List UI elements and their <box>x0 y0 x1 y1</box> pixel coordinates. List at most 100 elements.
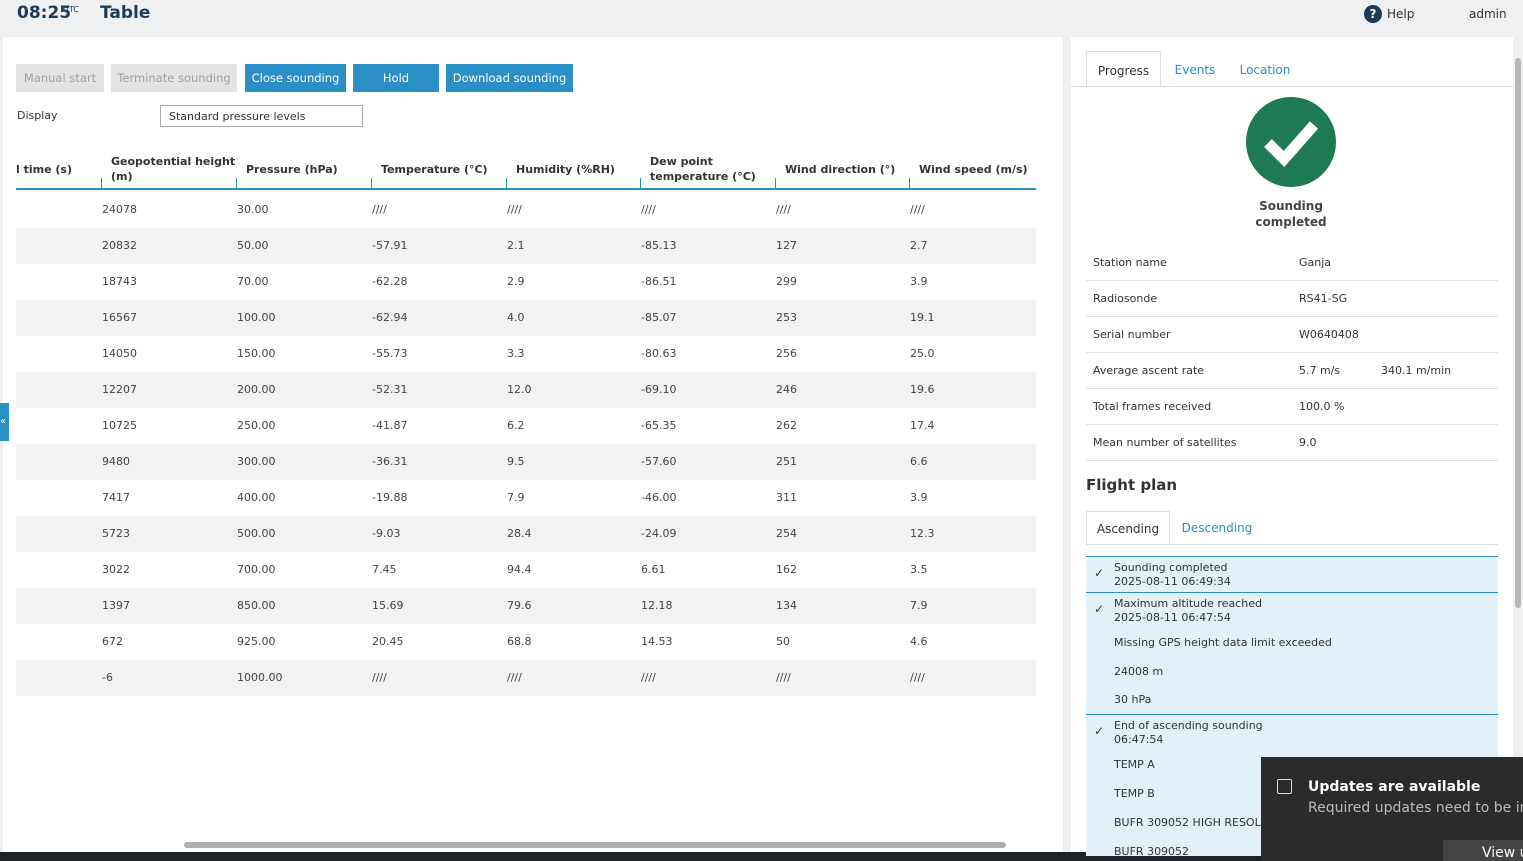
panel-tab[interactable]: Progress <box>1086 51 1161 87</box>
table-cell: 262 <box>776 419 797 432</box>
status-text: Sounding completed <box>1255 199 1327 229</box>
table-cell: -46.00 <box>641 491 677 504</box>
table-cell: 250.00 <box>237 419 276 432</box>
toolbar-button[interactable]: Hold <box>353 64 439 92</box>
table-cell: 16567 <box>102 311 137 324</box>
page-scrollbar[interactable] <box>1515 58 1521 608</box>
table-row <box>16 444 1036 480</box>
table-cell: 30.00 <box>237 203 269 216</box>
user-menu[interactable]: admin <box>1469 7 1507 21</box>
plan-divider <box>1086 556 1498 557</box>
table-cell: 311 <box>776 491 797 504</box>
table-cell: -41.87 <box>372 419 408 432</box>
table-row <box>16 228 1036 264</box>
table-cell: 7.45 <box>372 563 397 576</box>
table-cell: 6.6 <box>910 455 928 468</box>
display-label: Display <box>17 109 58 122</box>
column-header[interactable]: Wind speed (m/s) <box>919 162 1028 176</box>
plan-tab[interactable]: Descending <box>1181 521 1253 535</box>
table-cell: -65.35 <box>641 419 677 432</box>
help-icon[interactable]: ? <box>1364 5 1382 23</box>
toolbar-button: Terminate sounding <box>111 64 237 92</box>
h-scrollbar[interactable] <box>184 842 1006 848</box>
table-cell: -36.31 <box>372 455 408 468</box>
plan-item: 30 hPa <box>1114 693 1152 706</box>
plan-item: 24008 m <box>1114 665 1164 678</box>
page-title: Table <box>100 3 151 23</box>
column-divider <box>236 178 237 188</box>
plan-item: TEMP A <box>1114 758 1155 771</box>
info-divider <box>1086 424 1498 425</box>
table-cell: 20.45 <box>372 635 404 648</box>
tab-line <box>1071 86 1513 87</box>
help-menu[interactable]: Help <box>1387 7 1415 21</box>
panel-tab[interactable]: Location <box>1239 63 1291 77</box>
toast-action[interactable]: View u <box>1443 840 1523 861</box>
column-header[interactable]: l time (s) <box>16 162 72 176</box>
info-value: 340.1 m/min <box>1381 364 1452 377</box>
plan-tab[interactable]: Ascending <box>1086 511 1170 545</box>
info-divider <box>1086 316 1498 317</box>
table-cell: //// <box>507 671 522 684</box>
table-cell: 7.9 <box>507 491 525 504</box>
table-cell: 19.1 <box>910 311 935 324</box>
column-header[interactable]: Dew point temperature (°C) <box>650 155 756 183</box>
plan-item: BUFR 309052 <box>1114 845 1190 858</box>
table-cell: -62.28 <box>372 275 408 288</box>
timezone: UTC <box>63 5 79 14</box>
toast-title: Updates are available <box>1308 779 1481 795</box>
table-cell: 1397 <box>102 599 130 612</box>
table-cell: 256 <box>776 347 797 360</box>
table-cell: 4.6 <box>910 635 928 648</box>
table-row <box>16 372 1036 408</box>
column-header[interactable]: Pressure (hPa) <box>246 162 338 176</box>
column-divider <box>909 178 910 188</box>
table-cell: -55.73 <box>372 347 408 360</box>
column-header[interactable]: Geopotential height (m) <box>111 155 236 183</box>
info-divider <box>1086 460 1498 461</box>
column-header[interactable]: Temperature (°C) <box>381 162 488 176</box>
panel-tab[interactable]: Events <box>1174 63 1216 77</box>
collapse-tab[interactable]: « <box>0 403 9 441</box>
table-cell: 5723 <box>102 527 130 540</box>
table-cell: 14.53 <box>641 635 673 648</box>
table-row <box>16 480 1036 516</box>
table-cell: -57.91 <box>372 239 408 252</box>
column-divider <box>775 178 776 188</box>
table-cell: 6.2 <box>507 419 525 432</box>
table-cell: //// <box>641 203 656 216</box>
table-cell: 1000.00 <box>237 671 283 684</box>
table-cell: //// <box>507 203 522 216</box>
column-header[interactable]: Humidity (%RH) <box>516 162 615 176</box>
table-row <box>16 624 1036 660</box>
table-row <box>16 552 1036 588</box>
check-mark: ✓ <box>1094 602 1105 616</box>
table-cell: 500.00 <box>237 527 276 540</box>
table-cell: 25.0 <box>910 347 935 360</box>
table-cell: 6.61 <box>641 563 666 576</box>
table-cell: 299 <box>776 275 797 288</box>
plan-time: 2025-08-11 06:49:34 <box>1114 575 1231 588</box>
check-mark: ✓ <box>1094 566 1105 580</box>
table-cell: 150.00 <box>237 347 276 360</box>
plan-item: Maximum altitude reached <box>1114 597 1262 610</box>
info-value: 100.0 % <box>1299 400 1345 413</box>
info-label: Radiosonde <box>1093 292 1158 305</box>
table-cell: //// <box>910 671 925 684</box>
table-cell: 400.00 <box>237 491 276 504</box>
toolbar-button[interactable]: Download sounding <box>446 64 573 92</box>
column-header[interactable]: Wind direction (°) <box>785 162 896 176</box>
table-cell: 300.00 <box>237 455 276 468</box>
table-cell: 18743 <box>102 275 137 288</box>
display-select[interactable]: Standard pressure levels <box>160 105 363 127</box>
table-cell: 3022 <box>102 563 130 576</box>
toolbar-button[interactable]: Close sounding <box>245 64 346 92</box>
info-value: RS41-SG <box>1299 292 1348 305</box>
table-cell: 3.3 <box>507 347 525 360</box>
plan-divider <box>1086 714 1498 715</box>
info-divider <box>1086 352 1498 353</box>
info-label: Serial number <box>1093 328 1171 341</box>
table-cell: 7417 <box>102 491 130 504</box>
table-row <box>16 192 1036 228</box>
